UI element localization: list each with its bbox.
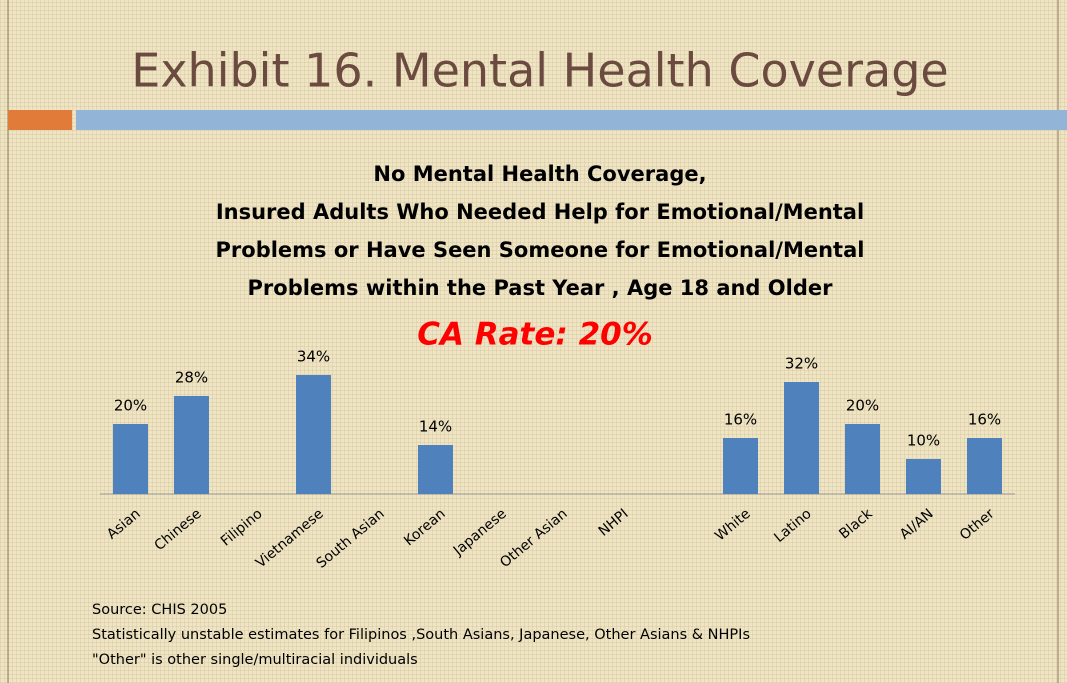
x-tick-label: NHPI bbox=[596, 506, 632, 540]
x-tick-label: Latino bbox=[771, 506, 814, 546]
x-tick-label: AI/AN bbox=[897, 506, 937, 543]
x-tick-label: White bbox=[712, 506, 753, 544]
slide-title: Exhibit 16. Mental Health Coverage bbox=[131, 44, 948, 98]
bar bbox=[174, 396, 209, 494]
bar bbox=[967, 438, 1002, 494]
x-tick-label: Japanese bbox=[450, 506, 510, 560]
data-label: 16% bbox=[968, 411, 1001, 429]
note: Statistically unstable estimates for Fil… bbox=[92, 627, 750, 643]
chart-title: Problems or Have Seen Someone for Emotio… bbox=[216, 238, 865, 262]
x-tick-label: Korean bbox=[401, 506, 448, 549]
x-tick-label: Other bbox=[957, 506, 998, 544]
x-tick-label: Black bbox=[836, 505, 876, 542]
accent-bar bbox=[76, 110, 1067, 130]
chart-title: Insured Adults Who Needed Help for Emoti… bbox=[216, 200, 864, 224]
data-label: 14% bbox=[419, 418, 452, 436]
data-label: 28% bbox=[175, 369, 208, 387]
x-tick-label: Filipino bbox=[218, 506, 266, 550]
accent-bar bbox=[8, 110, 72, 130]
data-label: 20% bbox=[114, 397, 147, 415]
data-label: 34% bbox=[297, 348, 330, 366]
bar bbox=[418, 445, 453, 494]
data-label: 32% bbox=[785, 355, 818, 373]
bar bbox=[906, 459, 941, 494]
bar bbox=[296, 375, 331, 494]
chart-title: Problems within the Past Year , Age 18 a… bbox=[248, 276, 834, 300]
x-tick-label: Chinese bbox=[152, 506, 205, 554]
chart-subtitle: CA Rate: 20% bbox=[417, 317, 653, 353]
note: "Other" is other single/multiracial indi… bbox=[92, 652, 418, 668]
data-label: 16% bbox=[724, 411, 757, 429]
x-tick-label: Asian bbox=[104, 506, 144, 543]
bar bbox=[845, 424, 880, 494]
bar bbox=[784, 382, 819, 494]
x-tick-label: Other Asian bbox=[497, 506, 570, 571]
data-label: 20% bbox=[846, 397, 879, 415]
data-label: 10% bbox=[907, 432, 940, 450]
bar bbox=[113, 424, 148, 494]
bar bbox=[723, 438, 758, 494]
note: Source: CHIS 2005 bbox=[92, 602, 227, 618]
chart-title: No Mental Health Coverage, bbox=[373, 162, 706, 186]
